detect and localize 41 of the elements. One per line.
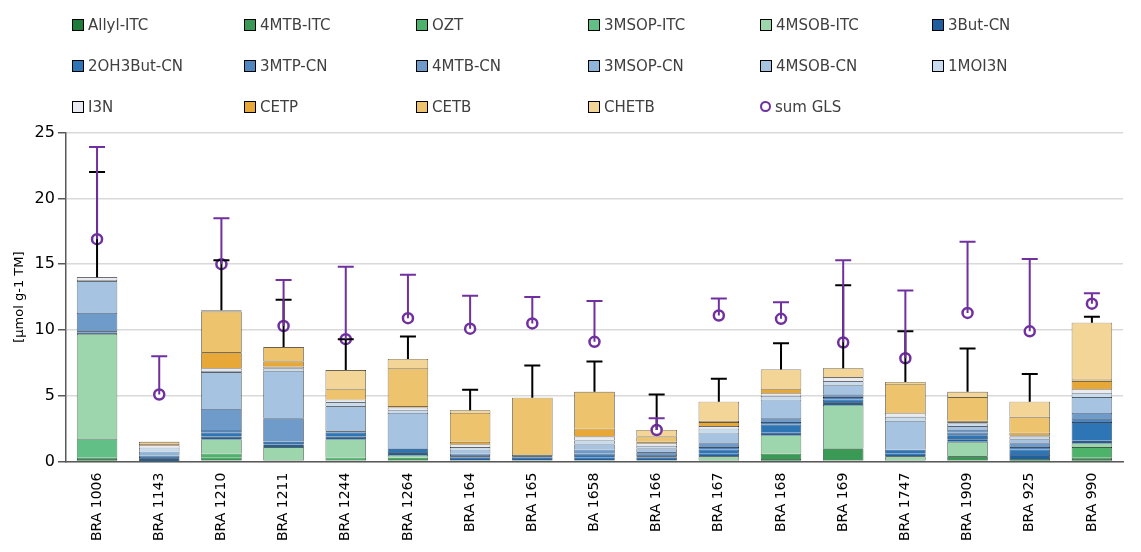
legend-label: 4MSOB-CN	[776, 56, 858, 75]
legend-label: Allyl-ITC	[88, 16, 149, 35]
x-tick-label: BRA 1006	[87, 472, 104, 541]
x-tick-label: BRA 167	[709, 472, 726, 533]
legend-label: sum GLS	[775, 97, 842, 116]
x-tick-label: BRA 165	[522, 472, 539, 533]
legend-label: 4MTB-CN	[432, 56, 502, 75]
x-tick-label: BRA 166	[647, 472, 664, 533]
x-tick-label: BRA 1909	[958, 472, 975, 541]
x-tick-label: BRA 1211	[274, 472, 291, 541]
x-tick-label: BRA 1244	[336, 472, 353, 541]
legend-label: 4MTB-ITC	[260, 16, 331, 35]
legend-label: CHETB	[604, 97, 655, 116]
legend-label: CETP	[260, 97, 299, 116]
x-tick-label: BA 1658	[585, 472, 602, 532]
x-tick-label: BRA 1143	[149, 472, 166, 541]
x-tick-label: BRA 164	[460, 472, 477, 533]
legend-label: I3N	[88, 97, 114, 116]
legend-label: CETB	[432, 97, 472, 116]
legend-label: OZT	[432, 16, 464, 35]
y-axis-title: [µmol g-1 TM]	[11, 251, 27, 343]
y-tick-label: 5	[44, 384, 55, 404]
x-tick-label: BRA 168	[771, 472, 788, 533]
legend-label: 3But-CN	[948, 16, 1011, 35]
legend-label: 2OH3But-CN	[88, 56, 183, 75]
legend-label: 3MTP-CN	[260, 56, 328, 75]
x-tick-label: BRA 990	[1082, 472, 1099, 533]
legend-label: 4MSOB-ITC	[776, 16, 859, 35]
y-tick-label: 10	[34, 319, 55, 339]
x-tick-label: BRA 1747	[896, 472, 913, 541]
legend-label: 3MSOP-ITC	[604, 16, 686, 35]
y-tick-label: 0	[44, 450, 55, 470]
x-tick-label: BRA 1210	[212, 472, 229, 541]
legend-label: 3MSOP-CN	[604, 56, 684, 75]
y-tick-label: 15	[34, 253, 55, 273]
legend-label: 1MOI3N	[948, 56, 1008, 75]
y-tick-label: 25	[34, 121, 55, 141]
x-tick-label: BRA 925	[1020, 472, 1037, 533]
x-tick-label: BRA 1264	[398, 472, 415, 541]
y-tick-label: 20	[34, 187, 55, 207]
x-tick-label: BRA 169	[833, 472, 850, 533]
